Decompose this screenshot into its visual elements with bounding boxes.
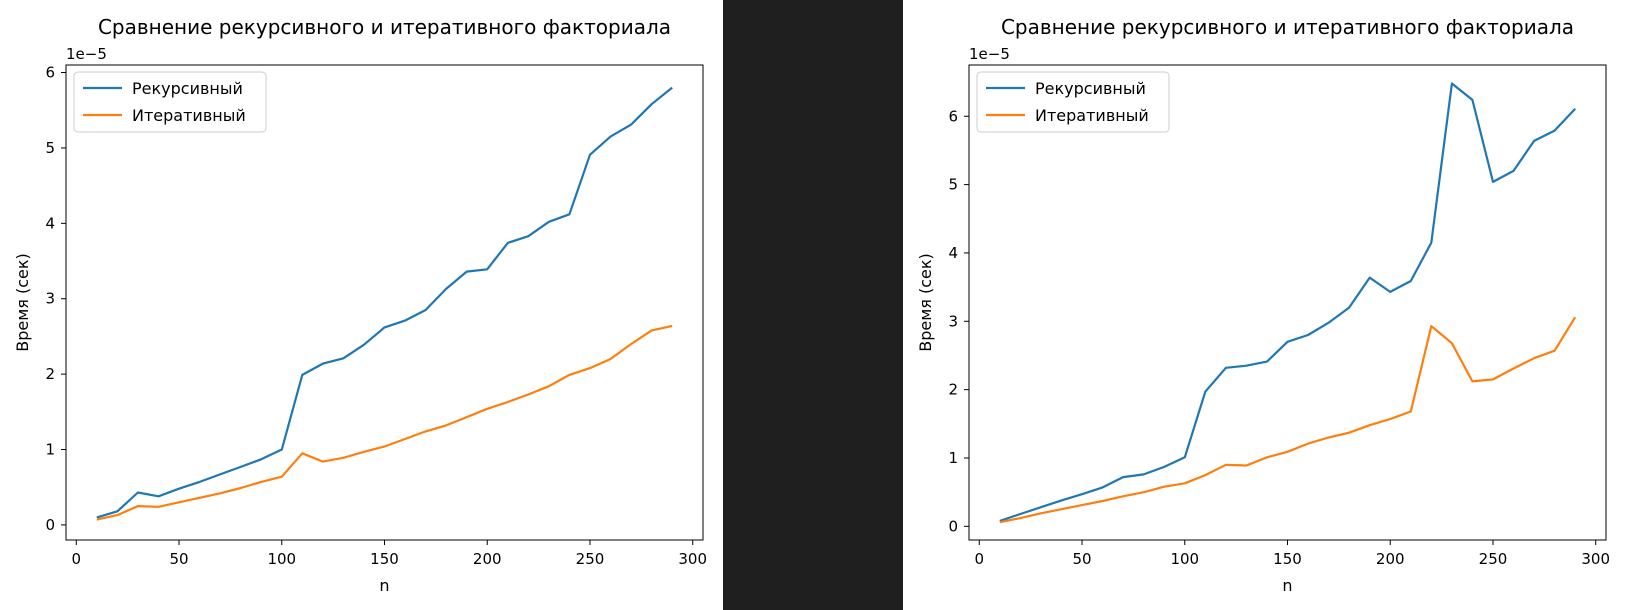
legend: Рекурсивный Итеративный	[976, 71, 1170, 133]
y-tick-label: 4	[948, 244, 958, 262]
y-tick-label: 0	[45, 516, 55, 534]
y-tick-label: 2	[45, 365, 55, 383]
x-tick-label: 0	[72, 550, 82, 568]
y-tick-label: 3	[45, 290, 55, 308]
x-tick-label: 0	[975, 550, 985, 568]
y-tick-label: 6	[948, 107, 958, 125]
chart-panel-right: Сравнение рекурсивного и итеративного фа…	[903, 0, 1626, 610]
x-axis-label: n	[1282, 576, 1292, 595]
series-line-1	[96, 324, 673, 521]
x-tick-label: 50	[1072, 550, 1091, 568]
chart-title: Сравнение рекурсивного и итеративного фа…	[98, 15, 671, 39]
y-tick-label: 1	[45, 441, 55, 459]
series-line-0	[999, 82, 1577, 522]
y-tick-label: 2	[948, 381, 958, 399]
x-tick-label: 150	[1273, 550, 1302, 568]
y-axis-label: Время (сек)	[916, 253, 935, 352]
y-multiplier-label: 1e−5	[66, 45, 107, 63]
chart-title: Сравнение рекурсивного и итеративного фа…	[1001, 15, 1574, 39]
legend-label-0: Рекурсивный	[132, 79, 243, 98]
x-tick-label: 200	[1376, 550, 1405, 568]
y-tick-label: 1	[948, 449, 958, 467]
x-tick-label: 300	[678, 550, 707, 568]
x-tick-label: 250	[576, 550, 605, 568]
y-axis-label: Время (сек)	[13, 253, 32, 352]
x-tick-label: 100	[267, 550, 296, 568]
series-line-1	[999, 316, 1577, 524]
y-tick-label: 4	[45, 214, 55, 232]
chart-left: Сравнение рекурсивного и итеративного фа…	[13, 15, 707, 595]
x-tick-label: 200	[473, 550, 502, 568]
y-tick-label: 0	[948, 517, 958, 535]
legend-label-1: Итеративный	[1035, 106, 1149, 125]
y-tick-label: 3	[948, 312, 958, 330]
x-tick-label: 50	[169, 550, 188, 568]
chart-right: Сравнение рекурсивного и итеративного фа…	[916, 15, 1610, 595]
y-tick-label: 5	[45, 139, 55, 157]
series-line-0	[96, 86, 673, 519]
y-tick-label: 5	[948, 176, 958, 194]
x-tick-label: 300	[1581, 550, 1610, 568]
legend: Рекурсивный Итеративный	[73, 71, 267, 133]
y-multiplier-label: 1e−5	[969, 45, 1010, 63]
x-axis-label: n	[379, 576, 389, 595]
x-tick-label: 150	[370, 550, 399, 568]
x-tick-label: 250	[1479, 550, 1508, 568]
legend-label-0: Рекурсивный	[1035, 79, 1146, 98]
y-tick-label: 6	[45, 64, 55, 82]
x-tick-label: 100	[1170, 550, 1199, 568]
plot-frame	[65, 64, 704, 541]
plot-frame	[968, 64, 1607, 541]
chart-panel-left: Сравнение рекурсивного и итеративного фа…	[0, 0, 723, 610]
legend-label-1: Итеративный	[132, 106, 246, 125]
